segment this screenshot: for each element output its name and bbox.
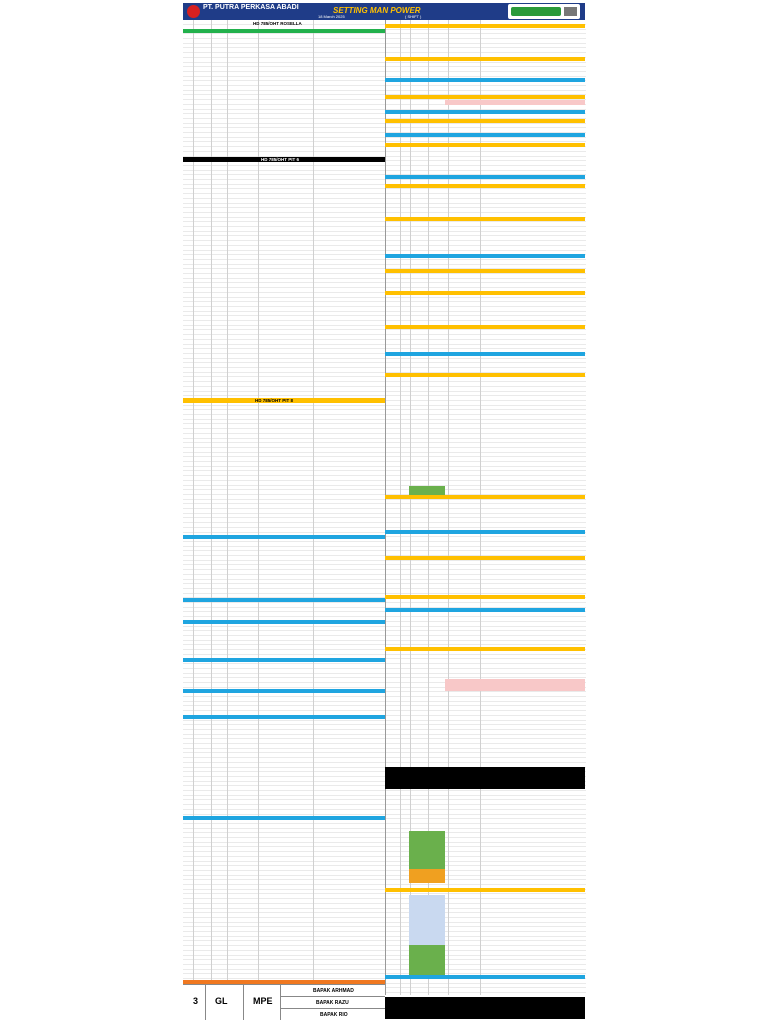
section-bar (183, 398, 385, 403)
footer-dept: MPE (253, 996, 273, 1006)
partner-logo (508, 4, 580, 19)
highlight (409, 831, 445, 869)
group-bar (183, 816, 385, 820)
header-band (183, 3, 585, 20)
shift-label: ( SHIFT ) (405, 14, 422, 19)
group-bar (385, 975, 585, 979)
footer-bar (183, 980, 385, 984)
group-bar (385, 495, 585, 499)
column-line (410, 20, 411, 995)
highlight (409, 486, 445, 495)
group-bar (385, 175, 585, 179)
group-bar (183, 535, 385, 539)
footer-name: BAPAK RIO (320, 1012, 348, 1018)
group-bar (385, 373, 585, 377)
sheet-date: 18 March 2025 (318, 14, 345, 19)
column-line (400, 20, 401, 995)
highlight (409, 895, 445, 945)
footer-count: 3 (193, 996, 199, 1006)
spreadsheet: PT. PUTRA PERKASA ABADI SETTING MAN POWE… (183, 3, 586, 1020)
column-line (211, 20, 212, 980)
group-bar (385, 184, 585, 188)
group-bar (385, 647, 585, 651)
right-table (385, 20, 586, 995)
column-line (428, 20, 429, 995)
group-bar (385, 254, 585, 258)
black-block (385, 997, 585, 1019)
left-table (183, 20, 385, 980)
group-bar (183, 715, 385, 719)
column-line (227, 20, 228, 980)
company-name: PT. PUTRA PERKASA ABADI (203, 4, 299, 11)
footer-table: 3 GL MPE BAPAK ARHMAD BAPAK RAZU BAPAK R… (183, 984, 385, 1020)
group-bar (385, 119, 585, 123)
group-bar (385, 888, 585, 892)
footer-name: BAPAK ARHMAD (313, 988, 354, 994)
group-bar (183, 598, 385, 602)
highlight (445, 679, 585, 691)
group-bar (183, 620, 385, 624)
group-bar (385, 78, 585, 82)
group-bar (385, 325, 585, 329)
highlight (445, 100, 585, 105)
column-line (258, 20, 259, 980)
group-bar (385, 352, 585, 356)
group-bar (385, 110, 585, 114)
column-line (480, 20, 481, 995)
group-bar (385, 217, 585, 221)
column-line (448, 20, 449, 995)
black-block (385, 767, 585, 789)
group-bar (385, 608, 585, 612)
group-bar (385, 595, 585, 599)
highlight (409, 945, 445, 975)
section-title: HD 785/OHT PIT 6 (261, 157, 300, 162)
section-title: HD 785/OHT PIT 8 (255, 398, 294, 403)
group-bar (385, 556, 585, 560)
group-bar (385, 291, 585, 295)
column-line (313, 20, 314, 980)
column-line (193, 20, 194, 980)
group-bar (385, 530, 585, 534)
group-bar (385, 143, 585, 147)
group-bar (385, 269, 585, 273)
group-bar (385, 95, 585, 99)
section-title: HD 785/OHT ROSELLA (253, 21, 302, 26)
section-bar (183, 29, 385, 33)
group-bar (385, 57, 585, 61)
sheet-title: SETTING MAN POWER (333, 6, 421, 15)
footer-name: BAPAK RAZU (316, 1000, 349, 1006)
company-logo (187, 5, 200, 18)
group-bar (183, 689, 385, 693)
group-bar (385, 133, 585, 137)
highlight (409, 869, 445, 883)
section-bar (183, 157, 385, 162)
group-bar (183, 658, 385, 662)
footer-role: GL (215, 996, 228, 1006)
group-bar (385, 24, 585, 28)
